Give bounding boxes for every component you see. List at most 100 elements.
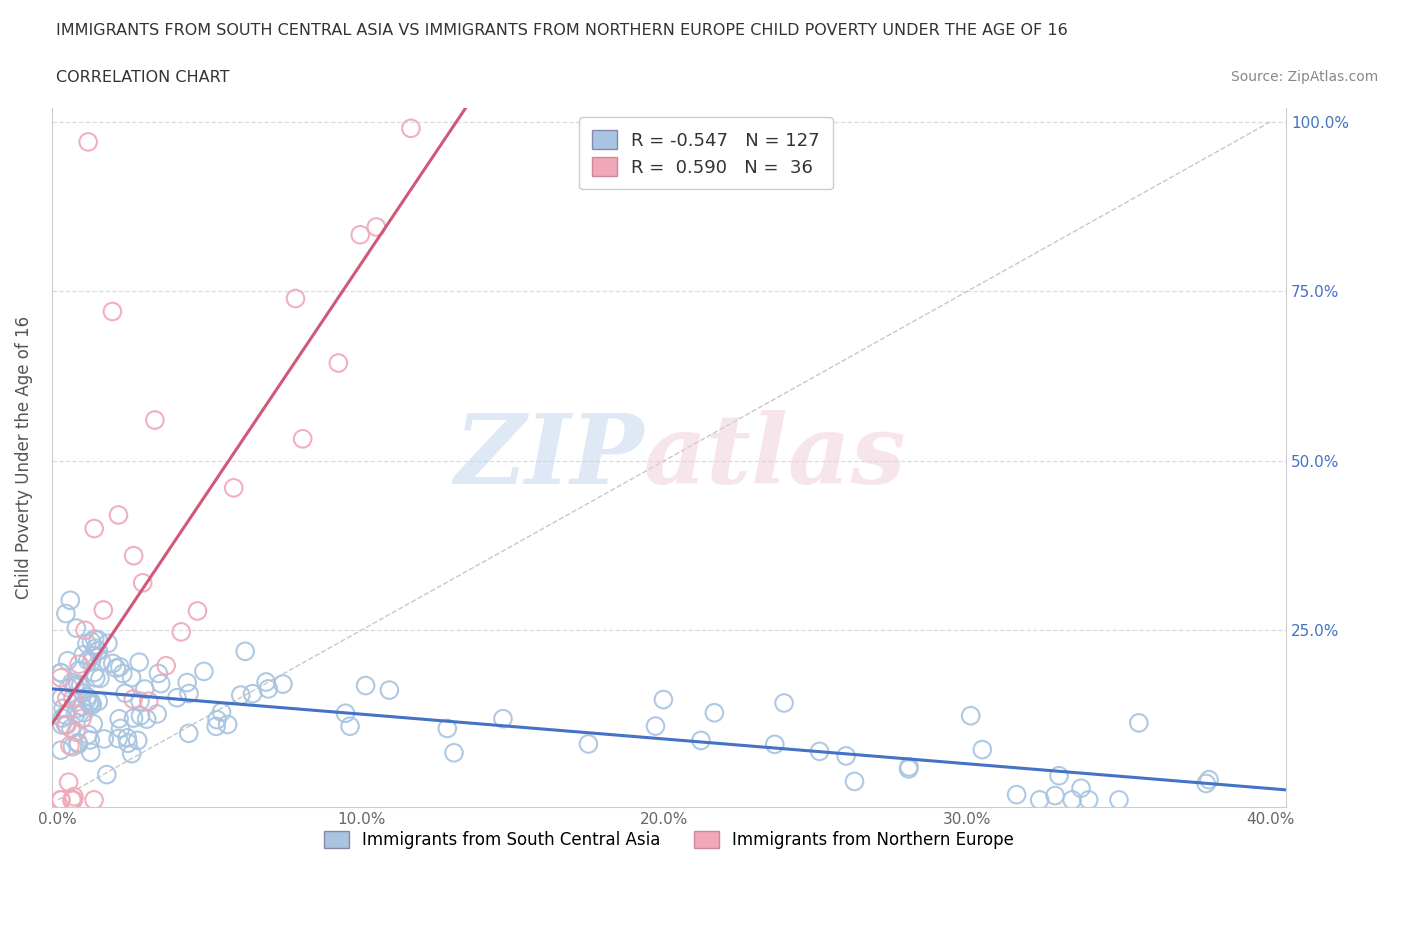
Point (128, 655, 150, 670)
Point (1128, 715, 1150, 730)
Point (349, 227, 371, 242)
Point (176, 675, 198, 690)
Point (205, 712, 228, 727)
Point (233, 644, 256, 658)
Point (170, 624, 193, 639)
Point (72, 699, 94, 714)
Point (58, 775, 80, 790)
Point (328, 355, 350, 370)
Point (835, 749, 858, 764)
Text: Source: ZipAtlas.com: Source: ZipAtlas.com (1230, 70, 1378, 84)
Point (59, 592, 82, 607)
Point (80, 696, 103, 711)
Point (49, 665, 72, 680)
Point (89, 671, 111, 685)
Point (80, 745, 103, 760)
Point (284, 291, 307, 306)
Point (959, 709, 981, 724)
Point (72, 647, 94, 662)
Point (67, 737, 90, 751)
Point (186, 604, 208, 618)
Point (55, 718, 77, 733)
Point (703, 705, 725, 720)
Point (166, 690, 188, 705)
Point (76, 636, 98, 651)
Point (135, 711, 157, 726)
Point (49, 792, 72, 807)
Point (90, 654, 112, 669)
Point (62, 691, 84, 706)
Point (101, 656, 124, 671)
Point (87, 632, 110, 647)
Point (1070, 781, 1092, 796)
Point (129, 709, 152, 724)
Point (1198, 772, 1220, 787)
Point (134, 682, 156, 697)
Point (773, 696, 796, 711)
Point (1108, 792, 1130, 807)
Point (101, 304, 124, 319)
Point (52, 701, 75, 716)
Point (1062, 792, 1084, 807)
Point (60, 675, 83, 690)
Point (121, 746, 143, 761)
Point (492, 711, 515, 726)
Point (87, 644, 110, 658)
Point (56, 653, 79, 668)
Point (49, 792, 72, 807)
Text: ZIP: ZIP (454, 410, 644, 504)
Point (339, 719, 361, 734)
Point (115, 730, 138, 745)
Point (808, 744, 831, 759)
Point (62, 792, 84, 807)
Point (79, 733, 101, 748)
Point (898, 760, 921, 775)
Point (96, 767, 118, 782)
Legend: Immigrants from South Central Asia, Immigrants from Northern Europe: Immigrants from South Central Asia, Immi… (315, 823, 1022, 857)
Point (79, 696, 101, 711)
Point (217, 717, 239, 732)
Point (51, 711, 73, 725)
Point (148, 666, 170, 681)
Point (291, 432, 314, 446)
Point (72, 685, 94, 700)
Point (354, 678, 377, 693)
Point (105, 660, 128, 675)
Y-axis label: Child Poverty Under the Age of 16: Child Poverty Under the Age of 16 (15, 316, 32, 599)
Point (97, 636, 120, 651)
Point (122, 692, 145, 707)
Point (63, 678, 86, 693)
Point (73, 705, 96, 720)
Point (229, 687, 252, 702)
Point (56, 691, 79, 706)
Point (83, 521, 105, 536)
Point (443, 745, 465, 760)
Point (58, 680, 80, 695)
Point (107, 508, 129, 523)
Point (844, 774, 866, 789)
Point (60, 792, 83, 807)
Point (122, 549, 145, 564)
Point (1043, 788, 1066, 803)
Point (1195, 776, 1218, 790)
Point (77, 727, 100, 742)
Point (177, 686, 200, 701)
Point (335, 706, 357, 721)
Point (55, 708, 77, 723)
Point (93, 732, 115, 747)
Point (91, 603, 114, 618)
Point (193, 664, 215, 679)
Point (51, 690, 73, 705)
Point (82, 698, 104, 712)
Point (70, 711, 93, 726)
Point (65, 724, 87, 739)
Point (107, 731, 129, 746)
Point (644, 719, 666, 734)
Point (205, 719, 228, 734)
Point (149, 676, 172, 691)
Point (62, 739, 84, 754)
Point (82, 716, 104, 731)
Text: CORRELATION CHART: CORRELATION CHART (56, 70, 229, 85)
Point (108, 711, 131, 726)
Point (87, 694, 110, 709)
